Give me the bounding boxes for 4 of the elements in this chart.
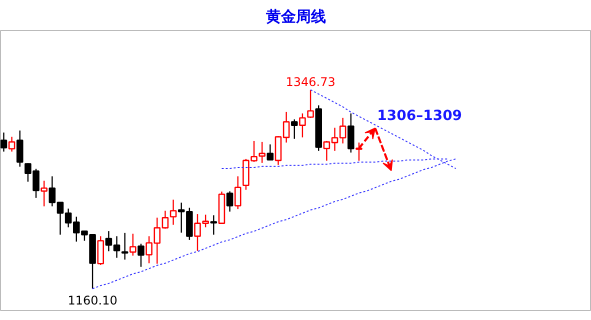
annotation: 1346.73 (286, 75, 336, 90)
annotation: 1160.10 (68, 294, 118, 308)
annotation: 1306–1309 (377, 108, 462, 124)
chart-title: 黄金周线 (265, 8, 326, 26)
